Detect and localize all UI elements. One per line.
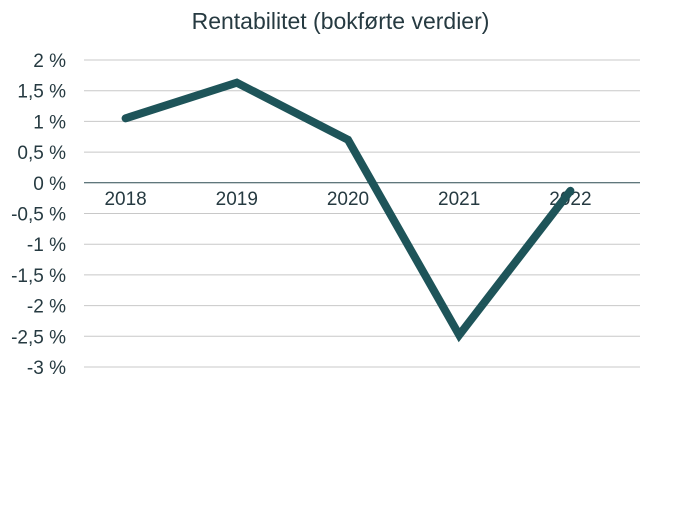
y-tick-label: -1,5 % — [11, 266, 66, 287]
y-tick-label: -3 % — [27, 358, 66, 379]
y-tick-label: 1,5 % — [17, 82, 66, 103]
y-tick-label: 2 % — [33, 51, 66, 72]
x-tick-label: 2021 — [438, 189, 480, 210]
grid-lines — [84, 59, 640, 368]
y-tick-label: -2 % — [27, 297, 66, 318]
y-tick-label: -0,5 % — [11, 205, 66, 226]
y-axis-ticks: 2 % 1,5 % 1 % 0,5 % 0 % -0,5 % -1 % -1,5 % -2 % -… — [11, 51, 66, 379]
series-line — [121, 78, 575, 343]
y-tick-label: 0,5 % — [17, 143, 66, 164]
y-tick-label: 1 % — [33, 112, 66, 133]
y-tick-label: -1 % — [27, 235, 66, 256]
x-axis-ticks: 2018 2019 2020 2021 2022 — [104, 189, 591, 210]
chart-title: Rentabilitet (bokførte verdier) — [191, 8, 490, 34]
x-tick-label: 2019 — [216, 189, 258, 210]
x-tick-label: 2018 — [104, 189, 146, 210]
x-tick-label: 2020 — [327, 189, 369, 210]
series-layer — [121, 78, 575, 343]
y-tick-label: -2,5 % — [11, 327, 66, 348]
y-tick-label: 0 % — [33, 174, 66, 195]
